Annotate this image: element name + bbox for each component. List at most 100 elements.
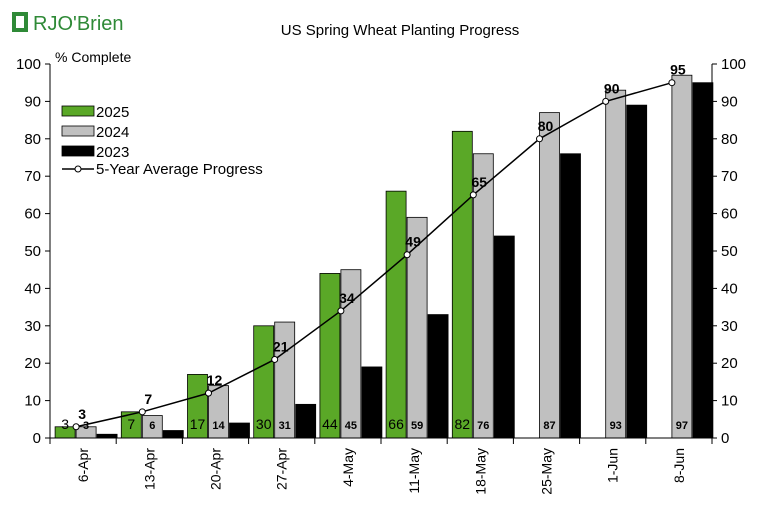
- label-2024-5: 59: [411, 420, 423, 432]
- legend-label-2025: 2025: [96, 104, 129, 121]
- y-tick-label-right-30: 30: [721, 318, 738, 335]
- label-2025-0: 3: [61, 416, 69, 432]
- label-2024-3: 31: [279, 420, 291, 432]
- x-tick-label-0: 6-Apr: [75, 448, 91, 483]
- avg-point-4: [337, 307, 345, 315]
- bar-2023-9: [692, 82, 714, 439]
- bar-2023-4: [361, 366, 383, 439]
- y-tick-label-left-90: 90: [24, 93, 41, 110]
- x-tick-label-2: 20-Apr: [208, 448, 224, 490]
- label-2025-5: 66: [388, 416, 404, 432]
- avg-label-6: 65: [472, 174, 488, 190]
- logo-text: RJO'Brien: [33, 13, 124, 35]
- x-tick-label-6: 18-May: [472, 448, 488, 495]
- label-2025-6: 82: [455, 416, 471, 432]
- y-tick-label-right-70: 70: [721, 168, 738, 185]
- avg-point-9: [668, 79, 676, 87]
- avg-label-9: 95: [670, 62, 686, 78]
- bar-2023-1: [162, 430, 184, 439]
- avg-label-4: 34: [339, 290, 355, 306]
- label-2024-4: 45: [345, 420, 357, 432]
- avg-label-5: 49: [405, 234, 421, 250]
- avg-point-7: [536, 135, 543, 143]
- avg-label-2: 12: [207, 372, 223, 388]
- label-2025-2: 17: [190, 416, 206, 432]
- x-tick-label-8: 1-Jun: [605, 448, 621, 483]
- label-2024-6: 76: [477, 420, 489, 432]
- bar-2023-5: [427, 314, 449, 439]
- label-2024-1: 6: [149, 420, 155, 432]
- bar-2023-7: [560, 153, 581, 439]
- avg-label-1: 7: [144, 391, 152, 407]
- bar-2023-8: [626, 104, 648, 439]
- y-tick-label-left-10: 10: [24, 393, 41, 410]
- bar-2023-3: [295, 403, 317, 439]
- legend-swatch-2024: [61, 125, 95, 137]
- avg-line: [75, 81, 673, 428]
- y-tick-label-right-100: 100: [721, 56, 746, 73]
- bar-2023-6: [493, 235, 515, 439]
- label-2024-2: 14: [212, 420, 225, 432]
- avg-point-6: [469, 191, 477, 199]
- bar-2024-8: [605, 89, 627, 439]
- bar-2025-6: [451, 130, 473, 439]
- plot-area: 3 3 7 6 17 14 30 31 44 45 66 59 82 76 87 93 973712213449…: [16, 56, 746, 495]
- y-tick-label-left-40: 40: [24, 280, 41, 297]
- avg-point-0: [72, 423, 80, 431]
- y-tick-label-left-30: 30: [24, 318, 41, 335]
- x-tick-label-5: 11-May: [406, 448, 422, 494]
- bar-2023-2: [229, 422, 250, 439]
- x-tick-label-7: 25-May: [539, 448, 555, 495]
- y-tick-label-right-20: 20: [721, 355, 738, 372]
- bar-2023-0: [96, 433, 118, 439]
- avg-label-3: 21: [273, 338, 289, 354]
- y-tick-label-left-0: 0: [33, 430, 41, 447]
- y-tick-label-right-80: 80: [721, 131, 738, 148]
- avg-label-8: 90: [604, 80, 620, 96]
- label-2025-3: 30: [256, 416, 272, 432]
- y-tick-label-right-60: 60: [721, 206, 738, 223]
- avg-point-8: [602, 97, 610, 105]
- label-2025-1: 7: [127, 416, 135, 432]
- bar-2025-5: [385, 190, 407, 439]
- logo-mark-inner: [16, 16, 24, 28]
- y-tick-label-right-0: 0: [721, 430, 729, 447]
- legend-label-5-year-average-progress: 5-Year Average Progress: [96, 161, 263, 178]
- avg-point-5: [403, 251, 411, 259]
- avg-label-0: 3: [78, 406, 86, 422]
- avg-point-3: [271, 355, 279, 363]
- x-tick-label-9: 8-Jun: [671, 448, 687, 483]
- y-tick-label-left-70: 70: [24, 168, 41, 185]
- avg-point-1: [138, 408, 146, 416]
- y-tick-label-right-90: 90: [721, 93, 738, 110]
- avg-point-2: [205, 389, 212, 397]
- label-2024-9: 97: [676, 420, 688, 432]
- y-tick-label-right-50: 50: [721, 243, 738, 260]
- bar-2024-7: [539, 112, 560, 439]
- bar-2024-5: [406, 216, 428, 439]
- y-tick-label-left-100: 100: [16, 56, 41, 73]
- x-tick-label-3: 27-Apr: [274, 448, 290, 490]
- bar-2025-4: [319, 273, 341, 439]
- y-tick-label-left-50: 50: [24, 243, 41, 260]
- y-axis-label: % Complete: [55, 49, 131, 65]
- y-tick-label-right-40: 40: [721, 280, 738, 297]
- label-2024-8: 93: [610, 420, 622, 432]
- x-tick-label-1: 13-Apr: [141, 448, 157, 490]
- logo: RJO'Brien: [12, 12, 124, 35]
- y-tick-label-left-80: 80: [24, 131, 41, 148]
- label-2024-7: 87: [543, 420, 555, 432]
- label-2025-4: 44: [322, 416, 338, 432]
- legend-marker-5-year-average-progress: [74, 165, 82, 173]
- label-2024-0: 3: [83, 420, 89, 432]
- legend-swatch-2023: [61, 145, 95, 157]
- y-tick-label-left-60: 60: [24, 206, 41, 223]
- y-tick-label-right-10: 10: [721, 393, 738, 410]
- y-tick-label-left-20: 20: [24, 355, 41, 372]
- bar-2024-9: [671, 74, 693, 439]
- legend-label-2024: 2024: [96, 124, 129, 141]
- chart-title: US Spring Wheat Planting Progress: [281, 22, 519, 39]
- x-tick-label-4: 4-May: [340, 448, 356, 487]
